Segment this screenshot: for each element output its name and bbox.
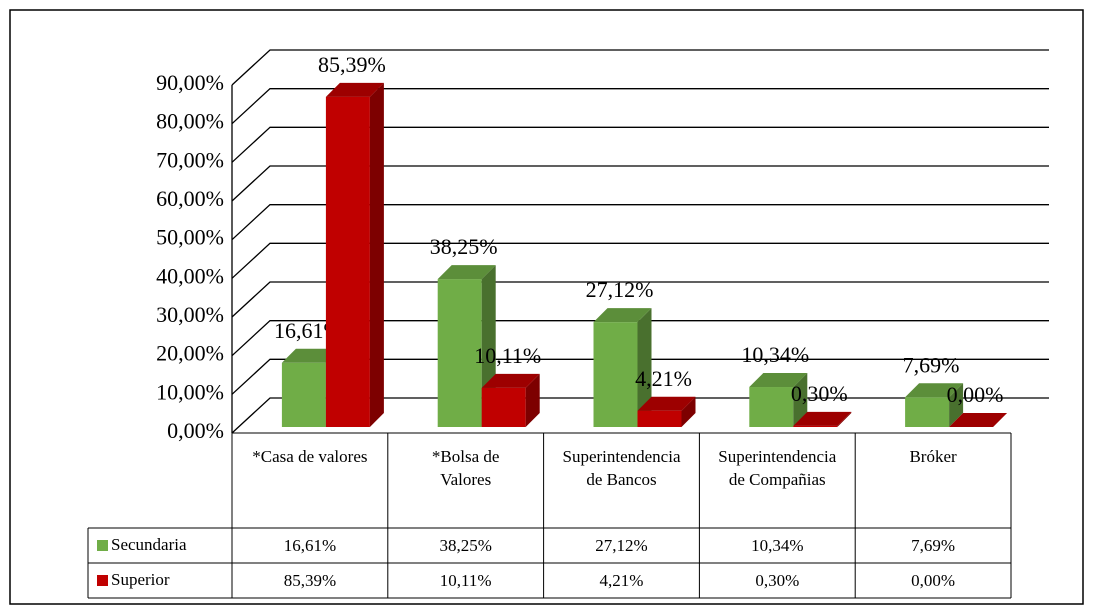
- y-tick-label: 10,00%: [156, 379, 224, 404]
- y-tick-label: 50,00%: [156, 225, 224, 250]
- bar-top: [637, 396, 696, 411]
- bar-front: [593, 322, 638, 427]
- y-tick-label: 60,00%: [156, 186, 224, 211]
- bar-front: [749, 387, 794, 427]
- table-value: 0,30%: [755, 571, 800, 590]
- bar-top: [437, 265, 496, 280]
- y-tick-label: 30,00%: [156, 302, 224, 327]
- table-value: 16,61%: [283, 536, 337, 555]
- bar-top: [793, 411, 852, 426]
- bar-top: [749, 373, 808, 388]
- category-label: Superintendencia de Compañias: [718, 447, 837, 489]
- table-value: 10,34%: [751, 536, 804, 555]
- category-label: Superintendencia de Bancos: [562, 447, 681, 489]
- grid-line: [231, 165, 1049, 202]
- bar-side: [949, 383, 964, 427]
- bar-front: [481, 387, 526, 427]
- category-label: Bróker: [909, 447, 957, 466]
- legend-swatch: [97, 540, 108, 551]
- grid-line: [231, 49, 1049, 86]
- bar-front: [637, 410, 682, 427]
- legend-label: Secundaria: [111, 535, 187, 554]
- bar-side: [369, 82, 384, 428]
- y-tick-label: 90,00%: [156, 70, 224, 95]
- data-label: 38,25%: [430, 234, 498, 259]
- bar-side: [793, 373, 808, 427]
- bar-side: [681, 396, 696, 427]
- grid-line: [231, 204, 1049, 241]
- bar-front: [905, 397, 950, 427]
- bar-side: [525, 373, 540, 427]
- bar-top: [593, 308, 652, 323]
- bar-top: [325, 82, 384, 97]
- data-label: 4,21%: [635, 366, 692, 391]
- chart-border: [9, 9, 1084, 605]
- data-label: 10,34%: [741, 342, 809, 367]
- grid-line: [231, 126, 1049, 163]
- grid-line: [231, 320, 1049, 357]
- data-label: 85,39%: [318, 52, 386, 77]
- grid-line: [231, 88, 1049, 125]
- bar-front: [281, 362, 326, 427]
- grid-line: [231, 242, 1049, 279]
- bar-top: [949, 413, 1008, 427]
- data-label: 10,11%: [474, 343, 541, 368]
- legend-label: Superior: [111, 570, 170, 589]
- data-label: 7,69%: [903, 352, 960, 377]
- bar-top: [281, 348, 340, 363]
- y-tick-label: 80,00%: [156, 109, 224, 134]
- bar-front: [325, 96, 370, 428]
- bar-top: [905, 383, 964, 398]
- data-label: 27,12%: [586, 277, 654, 302]
- table-value: 0,00%: [911, 571, 956, 590]
- y-tick-label: 70,00%: [156, 147, 224, 172]
- grid-line: [231, 358, 1049, 395]
- table-value: 85,39%: [283, 571, 337, 590]
- table-value: 4,21%: [599, 571, 644, 590]
- legend-swatch: [97, 575, 108, 586]
- table-value: 38,25%: [439, 536, 492, 555]
- table-value: 10,11%: [439, 571, 492, 590]
- bar-side: [837, 411, 852, 427]
- table-value: 27,12%: [595, 536, 648, 555]
- bar-top: [481, 373, 540, 388]
- data-label: 0,30%: [791, 381, 848, 406]
- y-tick-label: 0,00%: [167, 418, 224, 443]
- data-label: 0,00%: [947, 382, 1004, 407]
- grid-line: [231, 281, 1049, 318]
- bar-front: [793, 425, 838, 427]
- y-tick-label: 40,00%: [156, 263, 224, 288]
- category-label: *Bolsa de Valores: [431, 447, 500, 489]
- bar-side: [637, 308, 652, 427]
- table-value: 7,69%: [911, 536, 956, 555]
- bar-front: [437, 279, 482, 427]
- category-label: *Casa de valores: [252, 447, 368, 466]
- y-tick-label: 20,00%: [156, 341, 224, 366]
